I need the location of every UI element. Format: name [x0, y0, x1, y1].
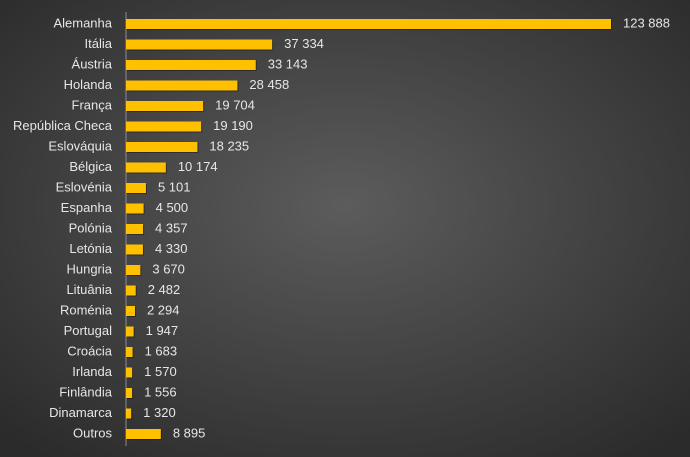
- value-label: 123 888: [623, 15, 670, 30]
- value-label: 2 482: [148, 282, 181, 297]
- value-label: 4 500: [156, 200, 189, 215]
- value-label: 4 330: [155, 241, 188, 256]
- value-label: 3 670: [152, 261, 185, 276]
- bar: [126, 244, 143, 255]
- category-label: Croácia: [67, 343, 113, 358]
- category-label: França: [72, 97, 113, 112]
- category-label: Áustria: [72, 56, 113, 71]
- bar: [126, 162, 166, 173]
- bar: [126, 101, 204, 111]
- value-label: 18 235: [209, 138, 249, 153]
- category-label: Espanha: [61, 200, 113, 215]
- category-label: Alemanha: [53, 15, 112, 30]
- category-label: Polónia: [69, 220, 113, 235]
- bar: [126, 347, 133, 357]
- bar: [126, 326, 134, 337]
- category-label: Bélgica: [69, 159, 112, 174]
- value-label: 1 320: [143, 405, 176, 420]
- bar: [126, 142, 198, 152]
- bar: [126, 224, 144, 234]
- bar: [126, 367, 133, 378]
- category-label: Itália: [85, 36, 113, 51]
- value-label: 1 570: [144, 364, 177, 379]
- category-label: Outros: [73, 425, 113, 440]
- value-label: 1 947: [146, 323, 179, 338]
- value-label: 4 357: [155, 220, 188, 235]
- bar: [126, 265, 141, 275]
- bar: [126, 285, 136, 296]
- category-label: Eslováquia: [48, 138, 112, 153]
- category-label: Eslovénia: [56, 179, 113, 194]
- category-label: Hungria: [66, 261, 112, 276]
- bar: [126, 306, 135, 316]
- bar: [126, 183, 146, 193]
- value-label: 28 458: [249, 77, 289, 92]
- value-label: 10 174: [178, 159, 218, 174]
- value-label: 37 334: [284, 36, 324, 51]
- value-label: 2 294: [147, 302, 180, 317]
- bar: [126, 121, 202, 132]
- category-label: Letónia: [69, 241, 112, 256]
- value-label: 1 556: [144, 384, 177, 399]
- value-label: 33 143: [268, 56, 308, 71]
- bar: [126, 80, 238, 91]
- bar: [126, 19, 611, 29]
- category-label: República Checa: [13, 118, 113, 133]
- category-label: Finlândia: [59, 384, 113, 399]
- value-label: 19 704: [215, 97, 255, 112]
- category-label: Irlanda: [72, 364, 113, 379]
- value-label: 19 190: [213, 118, 253, 133]
- bar: [126, 203, 144, 214]
- category-label: Lituânia: [66, 282, 112, 297]
- category-label: Dinamarca: [49, 405, 113, 420]
- bar: [126, 60, 256, 70]
- value-label: 5 101: [158, 179, 191, 194]
- value-label: 1 683: [145, 343, 178, 358]
- value-label: 8 895: [173, 425, 206, 440]
- bar: [126, 429, 161, 439]
- bar: [126, 408, 132, 419]
- bar: [126, 39, 273, 50]
- category-label: Portugal: [64, 323, 113, 338]
- category-label: Roménia: [60, 302, 113, 317]
- category-label: Holanda: [64, 77, 113, 92]
- bar: [126, 388, 133, 398]
